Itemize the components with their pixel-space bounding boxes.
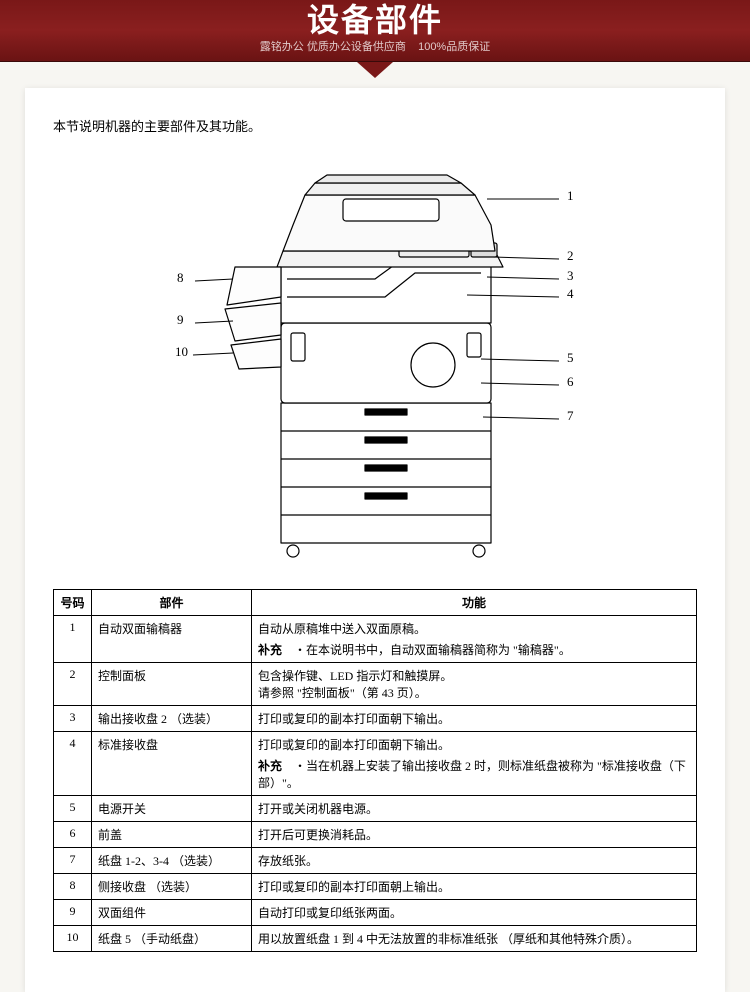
cell-func: 存放纸张。 — [252, 848, 697, 874]
th-func: 功能 — [252, 590, 697, 616]
cell-num: 10 — [54, 926, 92, 952]
note-label: 补充 — [258, 643, 282, 657]
banner-title: 设备部件 — [0, 0, 750, 36]
note-body: ・当在机器上安装了输出接收盘 2 时，则标准纸盘被称为 "标准接收盘（下部）"。 — [258, 759, 686, 790]
diagram-label-4: 4 — [567, 286, 574, 301]
cell-num: 8 — [54, 874, 92, 900]
diagram-label-8: 8 — [177, 270, 184, 285]
table-row: 10纸盘 5 （手动纸盘）用以放置纸盘 1 到 4 中无法放置的非标准纸张 （厚… — [54, 926, 697, 952]
cell-func: 打印或复印的副本打印面朝下输出。 — [252, 706, 697, 732]
cell-func: 打印或复印的副本打印面朝下输出。补充・当在机器上安装了输出接收盘 2 时，则标准… — [252, 732, 697, 796]
cell-func: 用以放置纸盘 1 到 4 中无法放置的非标准纸张 （厚纸和其他特殊介质）。 — [252, 926, 697, 952]
table-header-row: 号码 部件 功能 — [54, 590, 697, 616]
banner-sub-right: 100%品质保证 — [418, 41, 490, 53]
cell-num: 7 — [54, 848, 92, 874]
cell-part: 标准接收盘 — [92, 732, 252, 796]
parts-table: 号码 部件 功能 1自动双面输稿器自动从原稿堆中送入双面原稿。补充・在本说明书中… — [53, 589, 697, 952]
th-num: 号码 — [54, 590, 92, 616]
cell-func: 打印或复印的副本打印面朝上输出。 — [252, 874, 697, 900]
table-row: 9双面组件自动打印或复印纸张两面。 — [54, 900, 697, 926]
cell-func: 包含操作键、LED 指示灯和触摸屏。请参照 "控制面板"（第 43 页）。 — [252, 663, 697, 706]
cell-num: 1 — [54, 616, 92, 663]
diagram-label-1: 1 — [567, 188, 574, 203]
table-row: 2控制面板包含操作键、LED 指示灯和触摸屏。请参照 "控制面板"（第 43 页… — [54, 663, 697, 706]
cell-num: 4 — [54, 732, 92, 796]
table-row: 5电源开关打开或关闭机器电源。 — [54, 796, 697, 822]
banner-pointer-icon — [357, 62, 393, 78]
cell-num: 3 — [54, 706, 92, 732]
printer-diagram: 8 9 10 1 2 3 4 5 6 7 — [165, 147, 585, 567]
cell-part: 纸盘 1-2、3-4 （选装） — [92, 848, 252, 874]
note-label: 补充 — [258, 759, 282, 773]
note: 补充・当在机器上安装了输出接收盘 2 时，则标准纸盘被称为 "标准接收盘（下部）… — [258, 757, 690, 791]
cell-part: 侧接收盘 （选装） — [92, 874, 252, 900]
cell-num: 9 — [54, 900, 92, 926]
th-part: 部件 — [92, 590, 252, 616]
diagram-label-6: 6 — [567, 374, 574, 389]
cell-part: 控制面板 — [92, 663, 252, 706]
cell-part: 自动双面输稿器 — [92, 616, 252, 663]
diagram-container: 8 9 10 1 2 3 4 5 6 7 — [53, 147, 697, 567]
cell-num: 2 — [54, 663, 92, 706]
diagram-label-7: 7 — [567, 408, 574, 423]
cell-func: 自动打印或复印纸张两面。 — [252, 900, 697, 926]
cell-part: 纸盘 5 （手动纸盘） — [92, 926, 252, 952]
cell-part: 输出接收盘 2 （选装） — [92, 706, 252, 732]
note-body: ・在本说明书中，自动双面输稿器简称为 "输稿器"。 — [294, 643, 571, 657]
cell-num: 5 — [54, 796, 92, 822]
cell-part: 前盖 — [92, 822, 252, 848]
cell-func: 打开或关闭机器电源。 — [252, 796, 697, 822]
table-row: 6前盖打开后可更换消耗品。 — [54, 822, 697, 848]
table-row: 4标准接收盘打印或复印的副本打印面朝下输出。补充・当在机器上安装了输出接收盘 2… — [54, 732, 697, 796]
banner-sub-left: 露铭办公 — [260, 41, 304, 53]
banner-subtitle: 露铭办公 优质办公设备供应商 100%品质保证 — [0, 38, 750, 54]
diagram-label-5: 5 — [567, 350, 574, 365]
diagram-label-9: 9 — [177, 312, 184, 327]
cell-part: 电源开关 — [92, 796, 252, 822]
diagram-label-3: 3 — [567, 268, 574, 283]
cell-part: 双面组件 — [92, 900, 252, 926]
note: 补充・在本说明书中，自动双面输稿器简称为 "输稿器"。 — [258, 641, 690, 658]
table-row: 8侧接收盘 （选装）打印或复印的副本打印面朝上输出。 — [54, 874, 697, 900]
banner-sub-mid: 优质办公设备供应商 — [307, 41, 406, 53]
intro-text: 本节说明机器的主要部件及其功能。 — [53, 116, 697, 135]
table-row: 7纸盘 1-2、3-4 （选装）存放纸张。 — [54, 848, 697, 874]
diagram-label-2: 2 — [567, 248, 574, 263]
table-row: 1自动双面输稿器自动从原稿堆中送入双面原稿。补充・在本说明书中，自动双面输稿器简… — [54, 616, 697, 663]
cell-func: 自动从原稿堆中送入双面原稿。补充・在本说明书中，自动双面输稿器简称为 "输稿器"… — [252, 616, 697, 663]
cell-num: 6 — [54, 822, 92, 848]
table-row: 3输出接收盘 2 （选装）打印或复印的副本打印面朝下输出。 — [54, 706, 697, 732]
banner: 设备部件 露铭办公 优质办公设备供应商 100%品质保证 — [0, 0, 750, 62]
diagram-label-10: 10 — [175, 344, 188, 359]
page: 本节说明机器的主要部件及其功能。 — [25, 88, 725, 992]
cell-func: 打开后可更换消耗品。 — [252, 822, 697, 848]
